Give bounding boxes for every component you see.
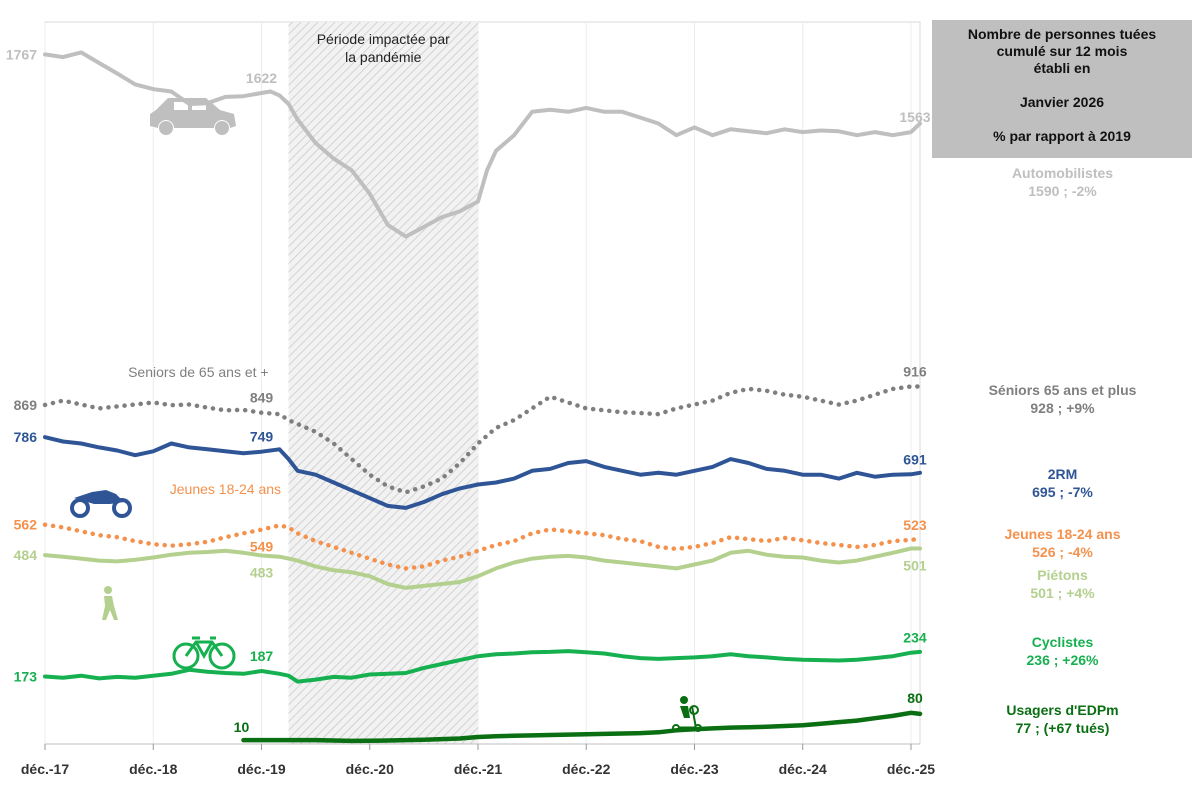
mid-value-label: 1622 bbox=[246, 70, 277, 86]
series-line bbox=[43, 546, 922, 590]
x-tick-label: déc.-18 bbox=[129, 761, 177, 777]
legend-item-automobilistes: Automobilistes 1590 ; -2% bbox=[935, 164, 1190, 200]
legend-name: Cyclistes bbox=[1031, 634, 1094, 650]
legend-item-edpm: Usagers d'EDPm 77 ; (+67 tués) bbox=[935, 701, 1190, 737]
legend-name: 2RM bbox=[1047, 466, 1078, 482]
legend-stat: 77 ; (+67 tués) bbox=[1015, 720, 1110, 736]
legend-stat: 695 ; -7% bbox=[1032, 484, 1093, 500]
legend-stat: 1590 ; -2% bbox=[1028, 183, 1097, 199]
x-tick-label: déc.-17 bbox=[21, 761, 69, 777]
legend-stat: 928 ; +9% bbox=[1030, 400, 1095, 416]
legend-name: Usagers d'EDPm bbox=[1006, 702, 1119, 718]
end-value-label: 80 bbox=[907, 690, 923, 706]
legend-stat: 501 ; +4% bbox=[1030, 585, 1095, 601]
pandemic-label: la pandémie bbox=[345, 49, 421, 65]
x-tick-label: déc.-19 bbox=[237, 761, 285, 777]
mid-value-label: 849 bbox=[250, 390, 274, 406]
legend-stat: 526 ; -4% bbox=[1032, 544, 1093, 560]
legend-stat: 236 ; +26% bbox=[1026, 652, 1099, 668]
x-tick-label: déc.-24 bbox=[779, 761, 827, 777]
end-value-label: 523 bbox=[903, 517, 927, 533]
series-line bbox=[43, 435, 922, 510]
info-line: cumulé sur 12 mois bbox=[996, 43, 1128, 59]
start-value-label: 10 bbox=[234, 719, 250, 735]
labels-layer: 1767 1622 1563 869 849 916 786 749 691 562 549 523 4… bbox=[6, 46, 931, 735]
bicycle-icon bbox=[172, 636, 236, 670]
end-value-label: 691 bbox=[903, 451, 927, 467]
start-value-label: 869 bbox=[14, 397, 38, 413]
info-line bbox=[932, 111, 1192, 128]
motorcycle-icon bbox=[70, 490, 132, 518]
end-value-label: 1563 bbox=[899, 109, 930, 125]
mid-value-label: 749 bbox=[250, 429, 274, 445]
info-line: Janvier 2026 bbox=[1019, 94, 1105, 110]
legend-item-2rm: 2RM 695 ; -7% bbox=[935, 465, 1190, 501]
series-line bbox=[42, 522, 923, 571]
end-value-label: 916 bbox=[903, 364, 927, 380]
x-axis: déc.-17 déc.-18 déc.-19 déc.-20 déc.-21 déc.-… bbox=[21, 743, 935, 777]
end-value-label: 234 bbox=[903, 630, 927, 646]
info-line: Nombre de personnes tuées bbox=[967, 26, 1157, 42]
series-line bbox=[43, 649, 922, 684]
legend-name: Jeunes 18-24 ans bbox=[1004, 526, 1121, 542]
mid-value-label: 187 bbox=[250, 648, 274, 664]
x-tick-label: déc.-23 bbox=[670, 761, 718, 777]
pandemic-label: Période impactée par bbox=[317, 31, 450, 47]
legend-item-seniors: Séniors 65 ans et plus 928 ; +9% bbox=[935, 381, 1190, 417]
legend-name: Automobilistes bbox=[1011, 165, 1114, 181]
end-value-label: 501 bbox=[903, 557, 927, 573]
series-name-label: Jeunes 18-24 ans bbox=[170, 481, 281, 497]
info-box: Nombre de personnes tuées cumulé sur 12 … bbox=[932, 20, 1192, 158]
legend-item-pietons: Piétons 501 ; +4% bbox=[935, 566, 1190, 602]
mid-value-label: 549 bbox=[250, 539, 274, 555]
car-icon bbox=[150, 98, 236, 135]
info-line: % par rapport à 2019 bbox=[993, 128, 1131, 144]
start-value-label: 484 bbox=[14, 547, 38, 563]
info-line bbox=[932, 77, 1192, 94]
legend-item-jeunes: Jeunes 18-24 ans 526 ; -4% bbox=[935, 525, 1190, 561]
start-value-label: 1767 bbox=[6, 46, 37, 62]
series-line bbox=[43, 50, 922, 239]
series-name-label: Seniors de 65 ans et + bbox=[128, 364, 269, 380]
legend-name: Séniors 65 ans et plus bbox=[988, 382, 1137, 398]
x-tick-label: déc.-21 bbox=[454, 761, 502, 777]
pandemic-band bbox=[288, 22, 478, 744]
series-layer bbox=[42, 50, 923, 744]
x-tick-label: déc.-25 bbox=[887, 761, 935, 777]
legend-item-cyclistes: Cyclistes 236 ; +26% bbox=[935, 633, 1190, 669]
start-value-label: 562 bbox=[14, 517, 38, 533]
mid-value-label: 483 bbox=[250, 564, 274, 580]
series-line bbox=[241, 710, 923, 744]
x-tick-label: déc.-22 bbox=[562, 761, 610, 777]
legend-name: Piétons bbox=[1037, 567, 1088, 583]
scooter-icon bbox=[672, 696, 702, 732]
x-tick-label: déc.-20 bbox=[346, 761, 394, 777]
series-line bbox=[42, 384, 923, 495]
start-value-label: 786 bbox=[14, 429, 38, 445]
start-value-label: 173 bbox=[14, 668, 38, 684]
pedestrian-icon bbox=[102, 586, 118, 620]
info-line: établi en bbox=[1033, 60, 1091, 76]
